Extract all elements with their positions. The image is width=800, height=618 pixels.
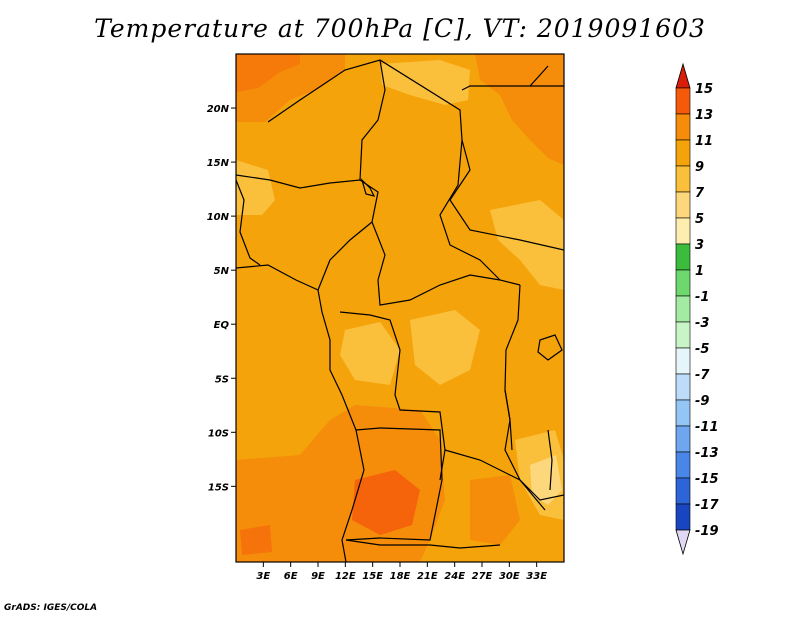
colorbar-label: 9: [695, 160, 704, 175]
border-niger-mali: [267, 59, 386, 181]
lake-victoria: [537, 334, 563, 361]
colorbar-segment: [675, 269, 691, 297]
lon-tick-label: 18E: [390, 571, 411, 582]
lon-tick-label: 3E: [256, 571, 270, 582]
coastline-northeast: [529, 65, 549, 87]
colorbar-segment: [675, 243, 691, 271]
lon-tick-label: 30E: [499, 571, 520, 582]
lake-malawi: [547, 429, 553, 491]
colorbar-segment: [675, 217, 691, 245]
colorbar-segment: [675, 87, 691, 115]
colorbar-label: -19: [695, 524, 719, 539]
colorbar-label: -3: [695, 316, 709, 331]
chart-title: Temperature at 700hPa [C], VT: 201909160…: [94, 14, 706, 43]
colorbar-top-triangle: [675, 62, 691, 89]
border-congo: [339, 311, 446, 481]
lake-chad: [360, 177, 376, 197]
coastline-west-africa: [236, 179, 261, 266]
colorbar-label: 1: [695, 264, 704, 279]
lat-tick-label: 5S: [215, 374, 229, 385]
boundaries: [236, 59, 564, 562]
border-car: [371, 221, 501, 306]
lon-tick-label: 21E: [417, 571, 438, 582]
latitude-axis: 20N 15N 10N 5N EQ 5S 10S 15S: [207, 104, 236, 493]
colorbar-segment: [675, 399, 691, 427]
colorbar-label: 11: [695, 134, 713, 149]
coolest-patch-southeast: [530, 455, 562, 505]
border-sahel: [236, 174, 379, 291]
longitude-axis: 3E 6E 9E 12E 15E 18E 21E 24E 27E 30E 33E: [256, 562, 547, 582]
hot-region-south: [352, 470, 420, 535]
lat-tick-label: 15S: [208, 482, 229, 493]
lat-tick-label: EQ: [214, 320, 230, 331]
cool-patch-central: [410, 310, 480, 385]
colorbar-segment: [675, 139, 691, 167]
colorbar-label: 3: [695, 238, 704, 253]
colorbar-label: -5: [695, 342, 709, 357]
cool-patch-east: [490, 200, 564, 290]
colorbar-label: 13: [695, 108, 713, 123]
lon-tick-label: 24E: [444, 571, 465, 582]
lon-tick-label: 27E: [472, 571, 493, 582]
warm-region-south: [470, 475, 520, 545]
lon-tick-label: 15E: [362, 571, 383, 582]
colorbar-segment: [675, 347, 691, 375]
colorbar-bottom-triangle: [675, 529, 691, 556]
lat-tick-label: 10N: [207, 212, 230, 223]
border-zambia: [444, 449, 564, 501]
coastline-west: [236, 264, 365, 562]
lon-tick-label: 6E: [284, 571, 298, 582]
colorbar-segment: [675, 451, 691, 479]
colorbar-label: 5: [695, 212, 704, 227]
colorbar-label: -7: [695, 368, 710, 383]
colorbar-segment: [675, 321, 691, 349]
hot-patch-southwest: [240, 525, 272, 555]
colorbar-label: 15: [695, 82, 713, 97]
lon-tick-label: 12E: [335, 571, 356, 582]
lat-tick-label: 20N: [207, 104, 230, 115]
colorbar-label: 7: [695, 186, 705, 201]
colorbar-segment: [675, 503, 691, 531]
colorbar-segment: [675, 477, 691, 505]
lat-tick-label: 10S: [208, 428, 229, 439]
lake-tanganyika: [504, 389, 513, 451]
border-angola: [345, 427, 443, 541]
colorbar-label: -9: [695, 394, 709, 409]
border-sudan-south: [449, 139, 564, 251]
colorbar-label: -15: [695, 472, 719, 487]
colorbar-segment: [675, 165, 691, 193]
border-libya: [461, 85, 564, 91]
colorbar-segment: [675, 295, 691, 323]
warm-region-northeast: [475, 54, 564, 165]
colorbar-segment: [675, 113, 691, 141]
cool-patch-north: [380, 60, 470, 105]
hot-region-northwest: [236, 54, 300, 92]
cool-patch-west: [236, 160, 275, 215]
colorbar-label: -1: [695, 290, 709, 305]
lon-tick-label: 33E: [526, 571, 547, 582]
colorbar: 15 13 11 9 7 5 3 1 -1 -3 -5 -7 -9 -11 -13 -15 -17 -19: [675, 62, 719, 556]
colorbar-segment: [675, 425, 691, 453]
lat-tick-label: 15N: [207, 158, 230, 169]
colorbar-label: -17: [695, 498, 719, 513]
colorbar-label: -13: [695, 446, 719, 461]
colorbar-segment: [675, 373, 691, 401]
credit-text: GrADS: IGES/COLA: [4, 603, 98, 613]
border-chad-sudan: [379, 59, 521, 286]
cool-patch-coast: [340, 322, 400, 385]
lat-tick-label: 5N: [214, 266, 230, 277]
colorbar-segment: [675, 191, 691, 219]
border-namibia: [345, 539, 501, 549]
lon-tick-label: 9E: [311, 571, 325, 582]
colorbar-label: -11: [695, 420, 719, 435]
temperature-field: [236, 54, 564, 562]
